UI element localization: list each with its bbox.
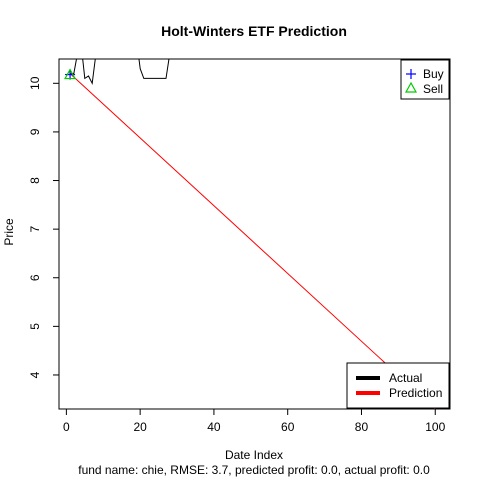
marker-layer [64,68,77,80]
y-tick-label: 5 [28,323,42,330]
sell-marker [64,68,77,80]
legend-buy-symbol [406,69,416,79]
chart-subtitle: fund name: chie, RMSE: 3.7, predicted pr… [78,463,430,477]
x-tick-label: 60 [281,420,295,434]
legend-sell-symbol [404,81,418,93]
y-tick-label: 9 [28,128,42,135]
line-legend-box [346,362,450,409]
series-prediction-line [69,73,436,409]
y-tick-label: 4 [28,371,42,378]
legend-actual-label: Actual [389,371,422,385]
legend-buy-label: Buy [423,67,444,81]
x-tick-label: 80 [355,420,369,434]
x-tick-label: 100 [425,420,445,434]
y-axis-label: Price [2,218,16,246]
series-layer [69,59,436,409]
y-tick-label: 8 [28,177,42,184]
legend-sell-label: Sell [423,82,443,96]
x-axis: 0 20 40 60 80 100 [63,409,446,434]
series-actual-line [70,59,170,85]
x-tick-label: 20 [133,420,147,434]
y-tick-label: 10 [28,76,42,90]
plot-area-frame [58,58,451,410]
x-tick-label: 0 [63,420,70,434]
line-legend: Actual Prediction [346,362,450,409]
x-axis-label: Date Index [225,448,283,462]
y-axis: 4 5 6 7 8 9 10 [28,76,59,378]
y-tick-label: 7 [28,225,42,232]
legend-prediction-label: Prediction [389,386,442,400]
marker-legend: Buy Sell [400,59,450,100]
chart-title: Holt-Winters ETF Prediction [161,23,347,39]
y-tick-label: 6 [28,274,42,281]
x-tick-label: 40 [207,420,221,434]
